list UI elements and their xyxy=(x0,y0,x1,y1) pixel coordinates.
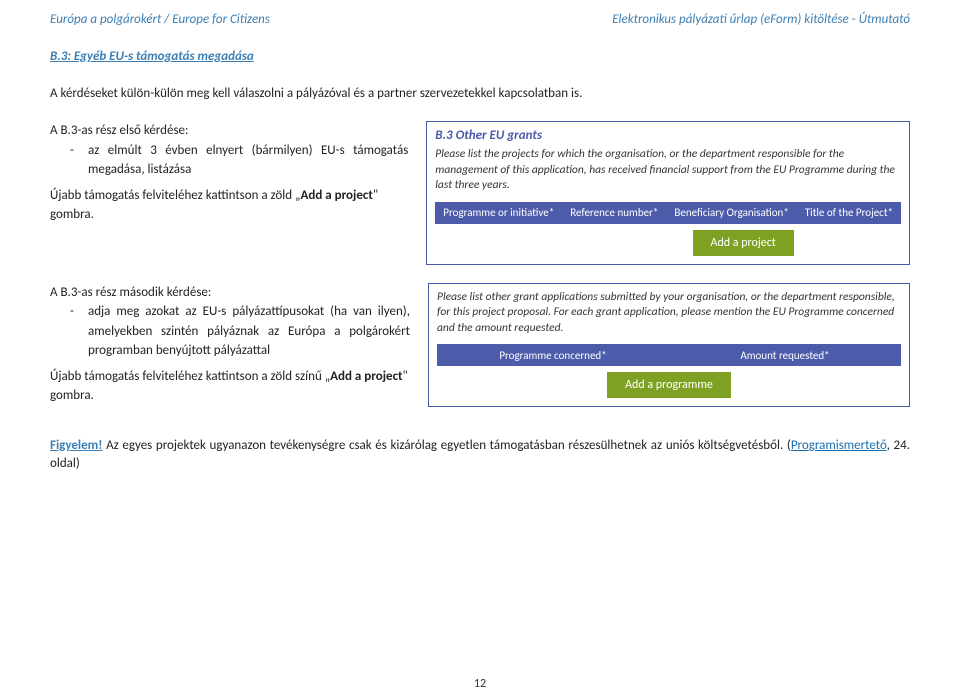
block2-lead: A B.3-as rész második kérdése: xyxy=(50,283,410,303)
page-number: 12 xyxy=(0,677,960,691)
figyelem-label: Figyelem! xyxy=(50,438,102,453)
form1-desc: Please list the projects for which the o… xyxy=(435,147,901,194)
block1-tail-bold: Add a project xyxy=(300,188,372,203)
block-second-question: A B.3-as rész második kérdése: adja meg … xyxy=(50,283,910,408)
form2-col0: Programme concerned* xyxy=(437,349,669,362)
form1-header-bar: Programme or initiative* Reference numbe… xyxy=(435,202,901,224)
block1-tail1: Újabb támogatás felviteléhez kattintson … xyxy=(50,188,300,203)
block2-tail: Újabb támogatás felviteléhez kattintson … xyxy=(50,367,410,406)
block2-item: adja meg azokat az EU-s pályázattípusoka… xyxy=(70,302,410,361)
section-title: B.3: Egyéb EU-s támogatás megadása xyxy=(50,49,910,64)
block2-tail1: Újabb támogatás felviteléhez kattintson … xyxy=(50,369,330,384)
form2-desc: Please list other grant applications sub… xyxy=(437,290,901,337)
block2-left: A B.3-as rész második kérdése: adja meg … xyxy=(50,283,410,408)
block1-tail: Újabb támogatás felviteléhez kattintson … xyxy=(50,186,408,225)
intro-text: A kérdéseket külön-külön meg kell válasz… xyxy=(50,86,910,101)
header-left: Európa a polgárokért / Europe for Citize… xyxy=(50,12,270,27)
form1-col3: Title of the Project* xyxy=(797,206,901,219)
form1-col0: Programme or initiative* xyxy=(435,206,562,219)
figyelem-paragraph: Figyelem! Az egyes projektek ugyanazon t… xyxy=(50,437,910,473)
figyelem-link[interactable]: Programismertető xyxy=(791,438,887,453)
form1-btn-row: Add a project xyxy=(585,224,901,256)
form2-col1: Amount requested* xyxy=(669,349,901,362)
form1-col1: Reference number* xyxy=(562,206,666,219)
block2-tail-bold: Add a project xyxy=(330,369,402,384)
block1-right: B.3 Other EU grants Please list the proj… xyxy=(426,121,910,265)
block1-lead: A B.3-as rész első kérdése: xyxy=(50,121,408,141)
header-right: Elektronikus pályázati űrlap (eForm) kit… xyxy=(612,12,910,27)
block1-left: A B.3-as rész első kérdése: az elmúlt 3 … xyxy=(50,121,408,265)
block1-item: az elmúlt 3 évben elnyert (bármilyen) EU… xyxy=(70,141,408,180)
form1-title: B.3 Other EU grants xyxy=(435,128,901,143)
form2-btn-row: Add a programme xyxy=(437,366,901,398)
form2-box: Please list other grant applications sub… xyxy=(428,283,910,408)
page-header: Európa a polgárokért / Europe for Citize… xyxy=(50,12,910,27)
form1-box: B.3 Other EU grants Please list the proj… xyxy=(426,121,910,265)
form2-header-bar: Programme concerned* Amount requested* xyxy=(437,344,901,366)
block2-right: Please list other grant applications sub… xyxy=(428,283,910,408)
block-first-question: A B.3-as rész első kérdése: az elmúlt 3 … xyxy=(50,121,910,265)
figyelem-text: Az egyes projektek ugyanazon tevékenység… xyxy=(102,438,790,453)
form1-col2: Beneficiary Organisation* xyxy=(666,206,796,219)
add-project-button[interactable]: Add a project xyxy=(693,230,794,256)
add-programme-button[interactable]: Add a programme xyxy=(607,372,731,398)
